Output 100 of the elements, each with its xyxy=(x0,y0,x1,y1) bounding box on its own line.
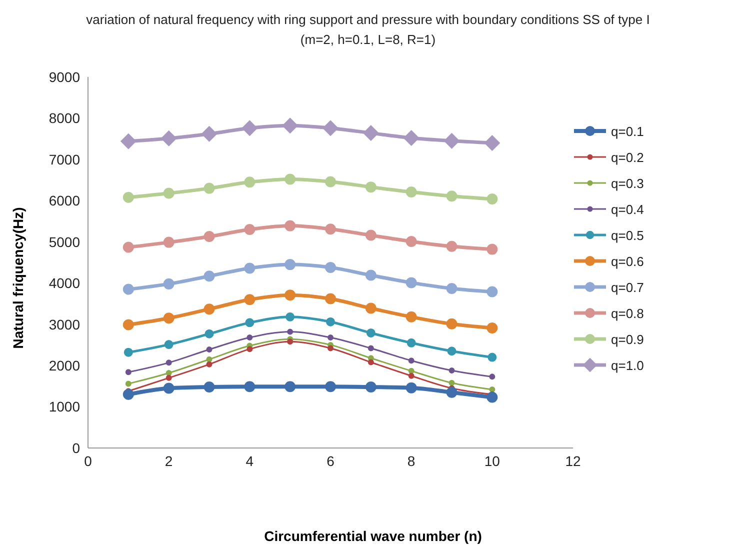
point xyxy=(406,311,417,322)
point xyxy=(204,381,215,392)
point xyxy=(125,380,132,387)
point xyxy=(244,381,256,392)
point xyxy=(206,346,212,352)
point xyxy=(166,370,172,376)
y-tick-label: 0 xyxy=(72,440,80,456)
point xyxy=(244,176,256,188)
point xyxy=(284,174,296,185)
point xyxy=(484,134,500,151)
point xyxy=(284,259,296,270)
point xyxy=(365,230,376,241)
y-tick-label: 3000 xyxy=(48,316,80,332)
point xyxy=(163,278,174,290)
y-tick-label: 5000 xyxy=(48,234,80,250)
point xyxy=(448,368,455,374)
point xyxy=(284,381,296,392)
point xyxy=(201,126,218,142)
point xyxy=(163,382,174,394)
point xyxy=(206,361,212,368)
y-tick-label: 9000 xyxy=(48,68,80,85)
point xyxy=(163,236,174,248)
point xyxy=(122,388,134,400)
point xyxy=(326,317,335,326)
point xyxy=(368,359,374,366)
x-tick-label: 4 xyxy=(246,452,254,469)
point xyxy=(406,277,417,288)
point xyxy=(448,380,455,386)
y-axis-title: Natural friquency(Hz) xyxy=(10,207,26,349)
point xyxy=(486,322,498,334)
chart-title: variation of natural frequency with ring support and pressure with boundary conditions SS of type I (m=2, h=0.1, L=8, R=1) xyxy=(85,11,651,49)
point xyxy=(325,293,336,304)
point xyxy=(446,318,458,330)
point xyxy=(204,304,215,315)
point xyxy=(489,386,496,392)
point xyxy=(166,360,172,366)
y-tick-label: 2000 xyxy=(48,358,80,374)
point xyxy=(328,334,334,341)
point xyxy=(366,328,376,338)
point xyxy=(406,338,416,348)
point xyxy=(122,319,134,330)
point xyxy=(163,312,174,324)
point xyxy=(204,182,215,194)
point xyxy=(164,340,174,350)
point xyxy=(325,176,336,188)
point xyxy=(245,318,254,328)
point xyxy=(406,236,417,247)
point xyxy=(244,262,256,274)
point xyxy=(365,270,376,281)
point xyxy=(246,346,253,352)
legend-label: q=0.9 xyxy=(611,332,644,346)
point xyxy=(486,194,498,205)
point xyxy=(287,338,294,345)
legend-label: q=0.4 xyxy=(611,202,644,216)
point xyxy=(446,282,458,294)
point xyxy=(325,262,336,273)
point xyxy=(206,356,212,362)
point xyxy=(286,312,295,322)
point xyxy=(122,242,134,253)
point xyxy=(486,244,498,255)
x-tick-label: 6 xyxy=(326,452,335,469)
point xyxy=(284,220,296,232)
point xyxy=(446,190,458,202)
point xyxy=(486,392,498,403)
point xyxy=(244,224,256,236)
point xyxy=(406,382,417,394)
y-tick-label: 7000 xyxy=(48,151,80,168)
point xyxy=(244,294,256,306)
point xyxy=(163,188,174,199)
legend-label: q=0.5 xyxy=(611,228,644,242)
legend-label: q=0.8 xyxy=(611,306,644,320)
point xyxy=(322,120,338,136)
point xyxy=(287,328,294,335)
point xyxy=(447,346,456,356)
y-tick-label: 4000 xyxy=(48,275,80,292)
legend-label: q=0.6 xyxy=(611,254,644,268)
point xyxy=(125,369,132,376)
point xyxy=(242,120,258,136)
point xyxy=(284,290,296,301)
x-tick-label: 0 xyxy=(84,452,92,469)
y-tick-label: 1000 xyxy=(48,398,80,415)
point xyxy=(365,182,376,193)
point xyxy=(122,284,134,295)
legend-label: q=0.2 xyxy=(611,150,644,164)
point xyxy=(120,133,136,150)
point xyxy=(488,352,497,362)
point xyxy=(325,381,336,392)
point xyxy=(446,386,458,398)
point xyxy=(486,286,498,298)
point xyxy=(489,374,496,380)
point xyxy=(122,192,134,203)
x-axis-title: Circumferential wave number (n) xyxy=(263,528,483,544)
point xyxy=(166,374,172,381)
point xyxy=(246,334,253,341)
x-tick-label: 12 xyxy=(565,452,581,469)
point xyxy=(365,381,376,392)
point xyxy=(408,358,414,364)
legend-label: q=0.7 xyxy=(611,280,644,294)
legend-label: q=1.0 xyxy=(611,358,644,372)
point xyxy=(446,240,458,252)
